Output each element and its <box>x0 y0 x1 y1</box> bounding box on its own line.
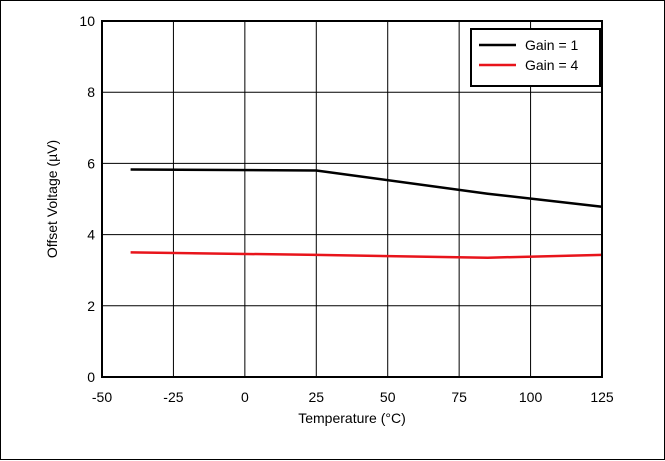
x-tick-label: 125 <box>590 389 614 405</box>
x-tick-label: -25 <box>163 389 183 405</box>
x-tick-label: 25 <box>308 389 324 405</box>
x-tick-label: 75 <box>451 389 467 405</box>
legend: Gain = 1 Gain = 4 <box>470 28 601 87</box>
plot-area-border <box>101 20 603 378</box>
x-tick-labels: -50 -25 0 25 50 75 100 125 <box>92 389 614 405</box>
series-layer <box>130 168 603 259</box>
legend-label-1: Gain = 1 <box>525 37 579 53</box>
series-line-1 <box>130 168 603 209</box>
y-tick-labels: 0 2 4 6 8 10 <box>79 13 95 385</box>
y-tick-label: 8 <box>87 84 95 100</box>
x-tick-label: -50 <box>92 389 112 405</box>
legend-box <box>470 28 601 87</box>
y-tick-label: 2 <box>87 298 95 314</box>
y-tick-label: 0 <box>87 369 95 385</box>
y-axis-title: Offset Voltage (µV) <box>44 140 60 258</box>
x-tick-label: 0 <box>241 389 249 405</box>
y-tick-label: 6 <box>87 155 95 171</box>
y-tick-label: 10 <box>79 13 95 29</box>
legend-label-2: Gain = 4 <box>525 57 579 73</box>
x-tick-label: 50 <box>380 389 396 405</box>
y-tick-label: 4 <box>87 227 95 243</box>
x-tick-label: 100 <box>519 389 543 405</box>
x-axis-title: Temperature (°C) <box>298 410 406 426</box>
series-line-2 <box>130 251 603 259</box>
